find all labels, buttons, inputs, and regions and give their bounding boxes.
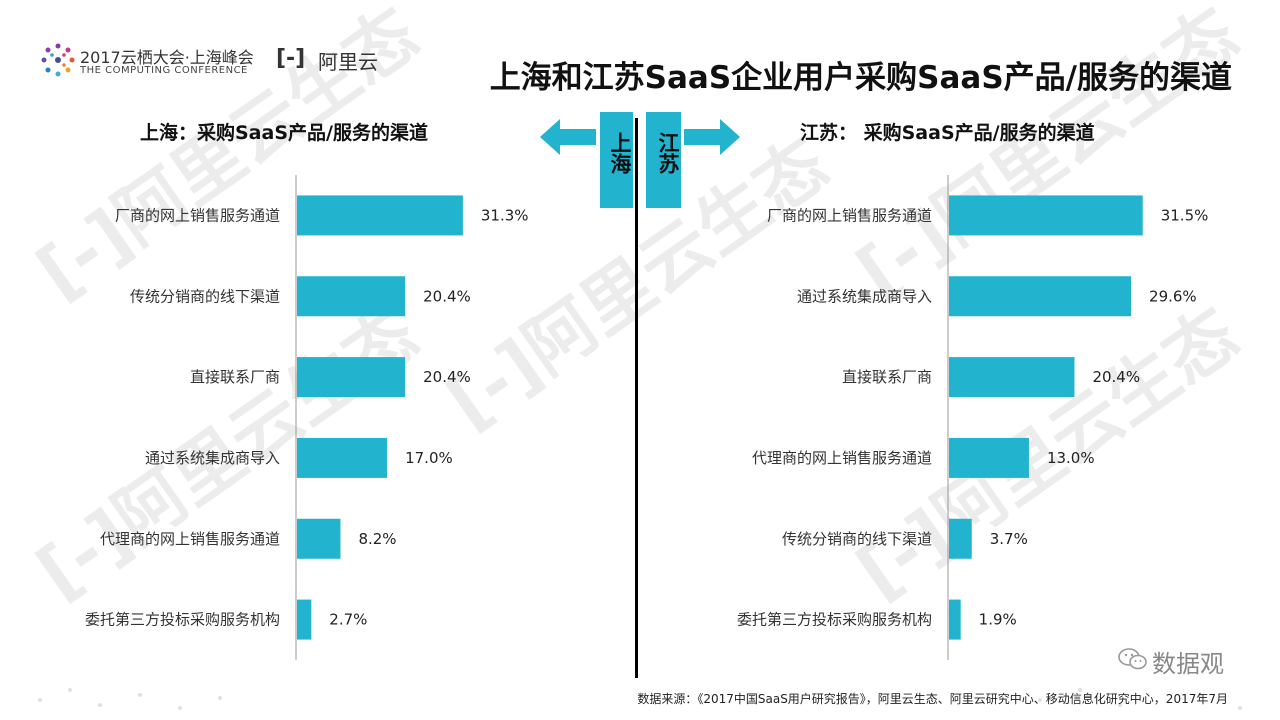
left-chart-title: 上海：采购SaaS产品/服务的渠道 — [140, 122, 428, 144]
right-chart-category-label: 传统分销商的线下渠道 — [782, 530, 932, 548]
left-chart-bar — [297, 276, 406, 317]
wechat-icon — [1118, 648, 1147, 670]
right-chart-category-label: 委托第三方投标采购服务机构 — [737, 611, 932, 629]
left-chart-category-label: 委托第三方投标采购服务机构 — [85, 611, 280, 629]
left-chart-bar — [297, 357, 406, 398]
arrow-right-icon — [684, 119, 740, 155]
right-chart-value-label: 13.0% — [1047, 449, 1095, 467]
right-chart-category-label: 直接联系厂商 — [842, 368, 932, 386]
right-chart-bar — [949, 518, 972, 559]
left-chart-bar — [297, 195, 463, 236]
right-chart-bar — [949, 195, 1143, 236]
left-chart-category-label: 通过系统集成商导入 — [145, 449, 280, 467]
left-chart-bar — [297, 437, 388, 478]
left-chart-category-label: 代理商的网上销售服务通道 — [100, 530, 280, 548]
left-chart-value-label: 2.7% — [329, 611, 367, 629]
event-name: 2017云栖大会·上海峰会 — [80, 48, 254, 67]
left-chart-value-label: 20.4% — [423, 287, 471, 305]
right-chart-value-label: 31.5% — [1161, 206, 1209, 224]
source-note: 数据来源：《2017中国SaaS用户研究报告》，阿里云生态、阿里云研究中心、移动… — [637, 692, 1228, 706]
right-chart-value-label: 20.4% — [1092, 368, 1140, 386]
right-chart-value-label: 1.9% — [979, 611, 1017, 629]
left-chart-value-label: 31.3% — [481, 206, 529, 224]
right-chart-bar — [949, 437, 1029, 478]
right-chart-category-label: 厂商的网上销售服务通道 — [767, 206, 932, 224]
left-chart-category-label: 直接联系厂商 — [190, 368, 280, 386]
right-chart-value-label: 29.6% — [1149, 287, 1197, 305]
left-chart-category-label: 传统分销商的线下渠道 — [130, 287, 280, 305]
right-chart-bar — [949, 599, 961, 640]
left-chart-bar — [297, 599, 312, 640]
jiangsu-tag-label: 江苏 — [656, 132, 680, 174]
wechat-account-name: 数据观 — [1152, 650, 1224, 678]
aliyun-logo-icon: [-] — [276, 46, 306, 71]
shanghai-tag: 上海 — [600, 112, 633, 208]
page-title: 上海和江苏SaaS企业用户采购SaaS产品/服务的渠道 — [489, 60, 1232, 96]
right-chart-bar — [949, 357, 1075, 398]
left-chart-bar — [297, 518, 341, 559]
right-chart-bar — [949, 276, 1132, 317]
left-chart-value-label: 8.2% — [358, 530, 396, 548]
event-subtitle: THE COMPUTING CONFERENCE — [80, 65, 248, 76]
right-chart-title: 江苏： 采购SaaS产品/服务的渠道 — [800, 122, 1095, 144]
right-chart-category-label: 通过系统集成商导入 — [797, 287, 932, 305]
brand-name: 阿里云 — [318, 50, 378, 74]
left-chart-value-label: 20.4% — [423, 368, 471, 386]
center-divider — [635, 118, 638, 678]
conference-logo-icon — [41, 43, 75, 77]
shanghai-tag-label: 上海 — [608, 132, 632, 174]
left-chart-category-label: 厂商的网上销售服务通道 — [115, 206, 280, 224]
jiangsu-tag: 江苏 — [646, 112, 681, 208]
right-chart-value-label: 3.7% — [990, 530, 1028, 548]
arrow-left-icon — [540, 119, 596, 155]
left-chart-value-label: 17.0% — [405, 449, 453, 467]
right-chart-category-label: 代理商的网上销售服务通道 — [752, 449, 932, 467]
